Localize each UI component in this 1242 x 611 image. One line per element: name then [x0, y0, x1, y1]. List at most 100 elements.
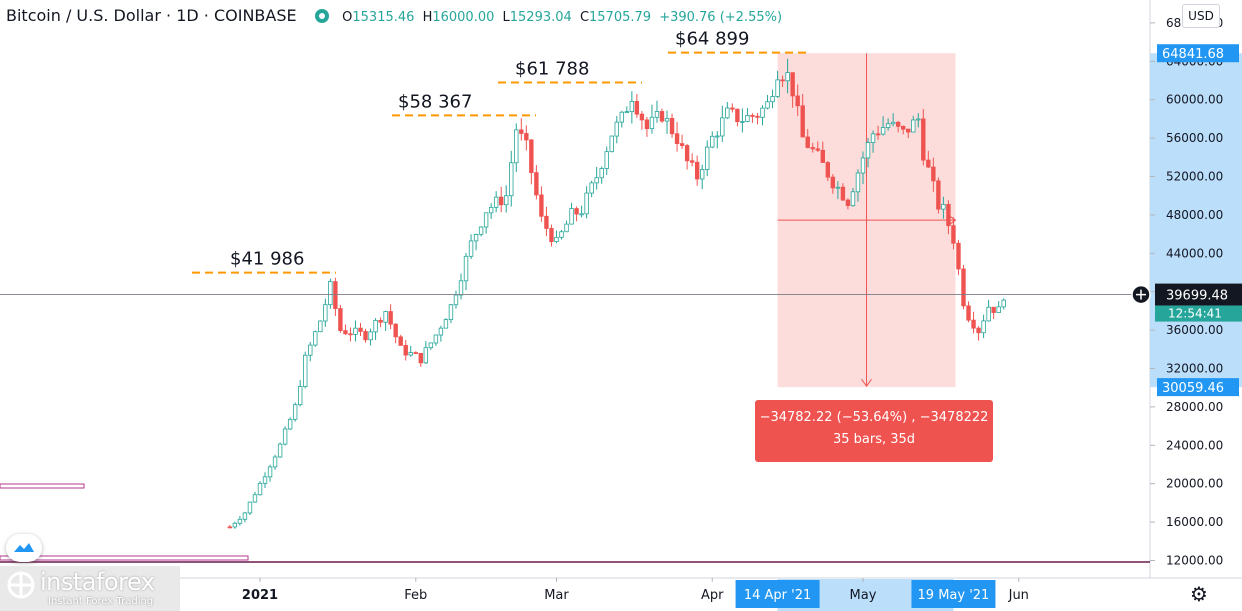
- candle-body: [966, 305, 971, 321]
- price-tick-label: 16000.00: [1166, 515, 1223, 529]
- candle-body: [634, 100, 640, 115]
- candle-body: [885, 123, 891, 128]
- candle-body: [971, 319, 976, 329]
- time-tick-label: Mar: [544, 588, 569, 603]
- candle-body: [604, 151, 609, 169]
- candle-body: [514, 129, 519, 164]
- candle-body: [373, 319, 378, 333]
- candle-body: [313, 331, 318, 346]
- price-axis-range-highlight: [1150, 53, 1242, 388]
- candle-body: [835, 186, 841, 189]
- candle-body: [463, 255, 469, 282]
- countdown-label: 12:54:41: [1168, 307, 1222, 321]
- time-tick-label: Feb: [404, 588, 427, 603]
- price-tick-label: 36000.00: [1166, 323, 1223, 337]
- candle-body: [383, 311, 388, 323]
- candle-body: [830, 176, 836, 189]
- candle-body: [624, 111, 630, 114]
- candle-body: [619, 111, 624, 123]
- price-tick-label: 60000.00: [1166, 93, 1223, 107]
- price-tick-label: 24000.00: [1166, 438, 1223, 452]
- candle-body: [574, 208, 579, 215]
- candle-body: [780, 79, 785, 82]
- chart-header: Bitcoin / U.S. Dollar · 1D · COINBASE O1…: [6, 6, 786, 25]
- candle-body: [890, 121, 896, 125]
- candle-body: [785, 72, 790, 82]
- candle-body: [539, 194, 544, 217]
- measure-down-arrow: [861, 378, 872, 387]
- candle-body: [453, 294, 459, 306]
- candle-body: [845, 199, 851, 206]
- candle-body: [287, 418, 293, 430]
- candle-body: [926, 159, 931, 168]
- candle-body: [710, 135, 715, 148]
- currency-button[interactable]: USD: [1182, 4, 1220, 28]
- current-price-label-bg: [1155, 283, 1242, 306]
- candle-body: [865, 142, 871, 159]
- candle-body: [282, 428, 288, 445]
- price-tick-label: 52000.00: [1166, 170, 1223, 184]
- candle-body: [946, 204, 951, 227]
- candle-body: [815, 148, 820, 151]
- candle-body: [498, 196, 504, 206]
- candle-body: [679, 143, 685, 146]
- candle-body: [353, 327, 358, 335]
- candle-body: [820, 149, 825, 163]
- candle-body: [921, 118, 926, 161]
- candle-body: [855, 172, 861, 193]
- ohlc-readout: O15315.46 H16000.00 L15293.04 C15705.79 …: [342, 10, 783, 25]
- candle-body: [750, 114, 755, 117]
- candle-body: [669, 117, 675, 135]
- settings-gear-icon[interactable]: ⚙: [1190, 582, 1208, 606]
- price-tick-label: 56000.00: [1166, 131, 1223, 145]
- price-level-label-1: $41 986: [230, 249, 304, 270]
- candle-body: [895, 121, 901, 127]
- candle-body: [423, 347, 429, 364]
- measure-info-box: −34782.22 (−53.64%) , −3478222 35 bars, …: [755, 400, 993, 462]
- candle-body: [715, 135, 720, 138]
- candle-body: [765, 101, 770, 109]
- candle-body: [403, 345, 408, 356]
- bottom-price-label: 30059.46: [1162, 381, 1224, 396]
- candle-body: [368, 331, 373, 341]
- tradingview-logo-icon[interactable]: [6, 534, 42, 562]
- candle-body: [328, 281, 333, 306]
- measure-change-text: −34782.22 (−53.64%) , −3478222: [759, 410, 989, 425]
- candle-body: [262, 476, 268, 484]
- candle-body: [594, 177, 599, 184]
- candle-body: [694, 161, 700, 180]
- symbol-title[interactable]: Bitcoin / U.S. Dollar · 1D · COINBASE: [6, 6, 297, 25]
- candle-body: [654, 111, 660, 118]
- close-value: 15705.79: [589, 10, 652, 25]
- price-tick-label: 48000.00: [1166, 208, 1223, 222]
- candle-body: [418, 352, 423, 364]
- candle-body: [488, 206, 494, 214]
- candle-body: [297, 386, 303, 406]
- open-value: 15315.46: [352, 10, 415, 25]
- price-tick-label: 28000.00: [1166, 400, 1223, 414]
- candle-body: [589, 182, 594, 194]
- candle-body: [860, 157, 866, 174]
- top-price-label: 64841.68: [1162, 47, 1224, 62]
- candle-body: [564, 223, 569, 233]
- candle-body: [936, 180, 941, 210]
- candle-body: [338, 308, 343, 332]
- measure-right-arrow: [948, 214, 957, 226]
- candle-body: [468, 240, 474, 257]
- candle-body: [931, 166, 936, 182]
- candle-body: [408, 352, 413, 356]
- candle-body: [277, 443, 283, 458]
- top-price-label-bg: [1157, 44, 1239, 63]
- measure-bars-text: 35 bars, 35d: [832, 432, 916, 447]
- candle-body: [343, 330, 348, 335]
- candle-body: [333, 281, 338, 309]
- candle-body: [413, 352, 418, 354]
- price-tick-label: 32000.00: [1166, 362, 1223, 376]
- candle-body: [760, 107, 765, 118]
- candle-body: [303, 354, 308, 387]
- candle-body: [242, 512, 248, 520]
- candle-body: [438, 327, 444, 336]
- candle-body: [961, 268, 966, 307]
- candle-body: [358, 327, 363, 332]
